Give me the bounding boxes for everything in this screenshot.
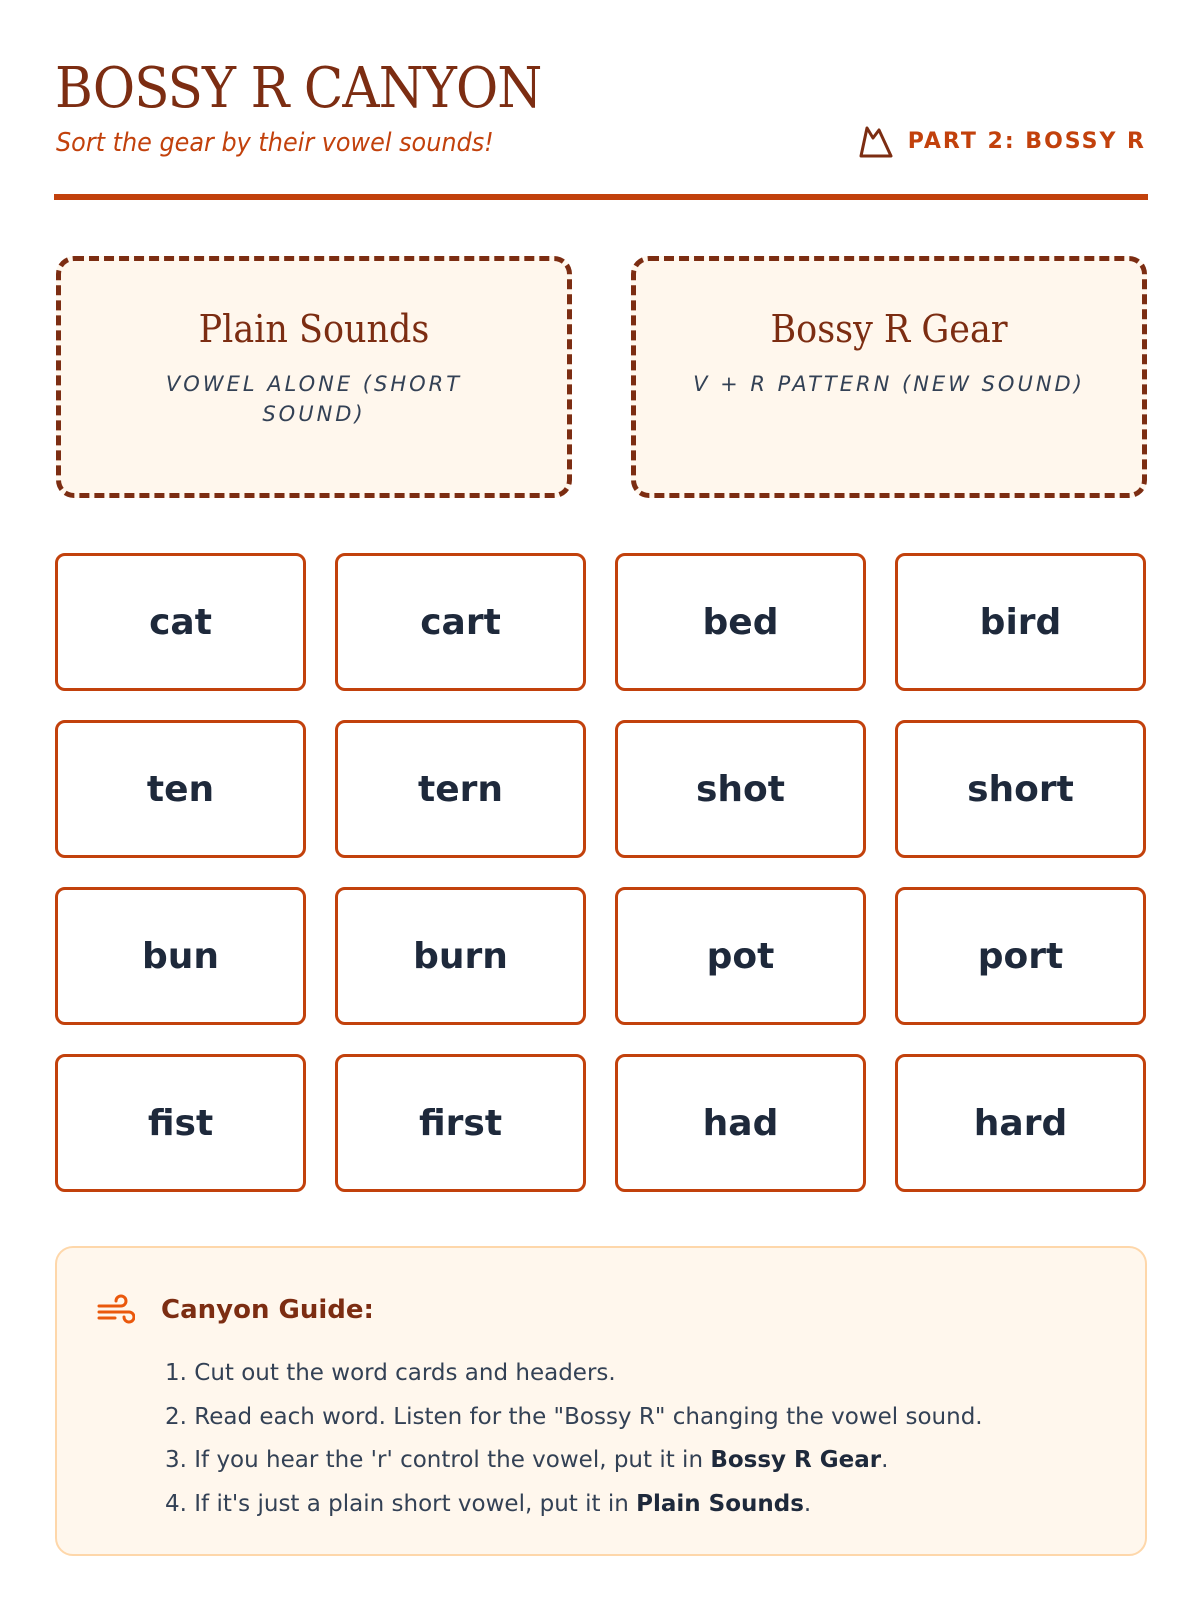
guide-step: 1. Cut out the word cards and headers. [165, 1352, 983, 1396]
zone-subtitle: VOWEL ALONE (SHORT SOUND) [165, 372, 463, 426]
step-end: . [881, 1447, 889, 1473]
word-card[interactable]: ten [55, 720, 306, 858]
word-card[interactable]: bed [615, 553, 866, 691]
divider [54, 194, 1148, 200]
zone-title: Plain Sounds [198, 307, 430, 351]
word-card[interactable]: bird [895, 553, 1146, 691]
zone-plain-sounds[interactable]: Plain Sounds VOWEL ALONE (SHORT SOUND) [56, 256, 572, 498]
guide-panel: Canyon Guide: 1. Cut out the word cards … [55, 1246, 1147, 1556]
word-card[interactable]: bun [55, 887, 306, 1025]
step-bold: Bossy R Gear [710, 1447, 882, 1473]
part-label: PART 2: BOSSY R [858, 124, 1146, 158]
zone-bossy-r-gear[interactable]: Bossy R Gear V + R PATTERN (NEW SOUND) [631, 256, 1147, 498]
word-card[interactable]: cart [335, 553, 586, 691]
word-card[interactable]: fist [55, 1054, 306, 1192]
guide-steps: 1. Cut out the word cards and headers. 2.… [165, 1352, 983, 1526]
word-card[interactable]: short [895, 720, 1146, 858]
step-text: 3. If you hear the 'r' control the vowel… [165, 1447, 711, 1473]
word-card[interactable]: first [335, 1054, 586, 1192]
guide-step: 2. Read each word. Listen for the "Bossy… [165, 1396, 983, 1440]
word-card[interactable]: hard [895, 1054, 1146, 1192]
guide-title: Canyon Guide: [161, 1295, 374, 1325]
word-card[interactable]: had [615, 1054, 866, 1192]
word-card-grid: cat cart bed bird ten tern shot short bun burn pot… [55, 553, 1147, 1192]
zone-title: Bossy R Gear [770, 307, 1008, 351]
zone-subtitle: V + R PATTERN (NEW SOUND) [693, 372, 1085, 396]
page-subtitle: Sort the gear by their vowel sounds! [56, 128, 494, 158]
page-title: BOSSY R CANYON [55, 56, 542, 121]
step-bold: Plain Sounds [636, 1490, 804, 1517]
step-text: 2. Read each word. Listen for the "Bossy… [165, 1403, 983, 1430]
wind-icon [97, 1294, 135, 1324]
word-card[interactable]: pot [615, 887, 866, 1025]
mountain-icon [859, 126, 893, 158]
word-card[interactable]: burn [335, 887, 586, 1025]
word-card[interactable]: tern [335, 720, 586, 858]
word-card[interactable]: cat [55, 553, 306, 691]
step-text: 1. Cut out the word cards and headers. [165, 1360, 616, 1386]
guide-step: 4. If it's just a plain short vowel, put… [165, 1483, 983, 1527]
word-card[interactable]: shot [615, 720, 866, 858]
guide-step: 3. If you hear the 'r' control the vowel… [165, 1439, 983, 1483]
step-text: 4. If it's just a plain short vowel, put… [165, 1490, 637, 1517]
part-text: PART 2: BOSSY R [907, 128, 1146, 154]
step-end: . [803, 1490, 812, 1517]
word-card[interactable]: port [895, 887, 1146, 1025]
